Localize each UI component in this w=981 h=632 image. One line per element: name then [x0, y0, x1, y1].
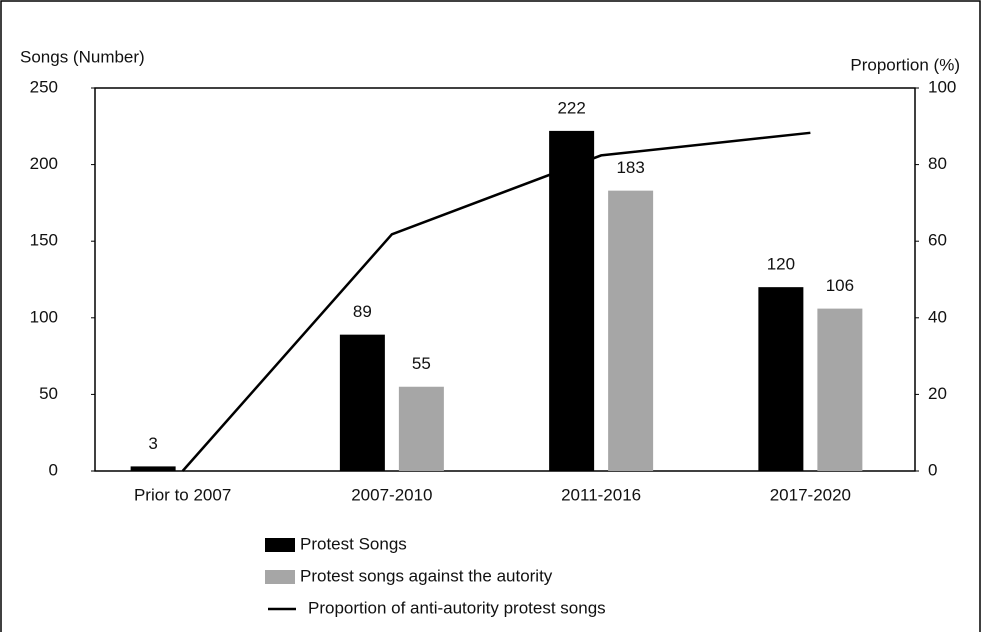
data-label: 3 — [148, 434, 157, 453]
legend-label: Protest songs against the autority — [300, 566, 553, 585]
y2-axis-label: Proportion (%) — [850, 55, 960, 74]
y2-tick-label: 0 — [928, 460, 937, 479]
bar — [758, 287, 804, 471]
legend-label: Proportion of anti-autority protest song… — [308, 598, 606, 617]
y-tick-label: 150 — [30, 231, 58, 250]
x-tick-label: 2017-2020 — [770, 485, 851, 504]
plot-frame — [94, 87, 916, 472]
data-label: 120 — [767, 255, 795, 274]
data-label: 55 — [412, 354, 431, 373]
y2-tick-label: 80 — [928, 154, 947, 173]
line — [181, 131, 811, 472]
data-label: 222 — [557, 98, 585, 117]
bar — [817, 308, 863, 471]
y2-tick-label: 20 — [928, 384, 947, 403]
legend-swatch — [265, 538, 295, 552]
bar — [130, 466, 176, 471]
y2-tick-label: 100 — [928, 77, 956, 96]
bar — [398, 386, 444, 471]
y-tick-label: 50 — [39, 384, 58, 403]
y-axis-label: Songs (Number) — [20, 47, 145, 66]
data-label: 89 — [353, 302, 372, 321]
data-label: 106 — [826, 276, 854, 295]
y-tick-label: 200 — [30, 154, 58, 173]
x-tick-label: 2011-2016 — [561, 485, 641, 504]
bar — [549, 130, 595, 471]
y-tick-label: 100 — [30, 307, 58, 326]
x-tick-label: Prior to 2007 — [134, 485, 231, 504]
y-tick-label: 250 — [30, 77, 58, 96]
y2-tick-label: 60 — [928, 231, 947, 250]
legend-label: Protest Songs — [300, 534, 407, 553]
legend-swatch — [265, 570, 295, 584]
bar — [339, 334, 385, 471]
y2-tick-label: 40 — [928, 307, 947, 326]
data-label: 183 — [616, 158, 644, 177]
y-tick-label: 0 — [49, 460, 58, 479]
x-tick-label: 2007-2010 — [351, 485, 432, 504]
bar — [608, 190, 654, 472]
